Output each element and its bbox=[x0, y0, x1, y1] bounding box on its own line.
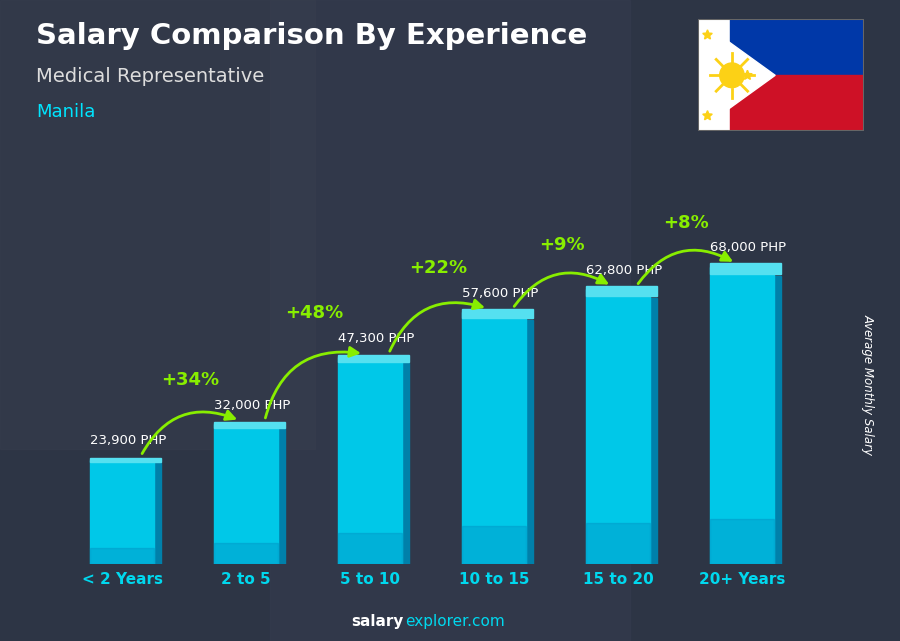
Bar bbox=[278, 428, 284, 564]
Bar bbox=[526, 320, 533, 564]
Text: +48%: +48% bbox=[285, 304, 344, 322]
Bar bbox=[214, 543, 278, 564]
Text: Manila: Manila bbox=[36, 103, 95, 121]
Bar bbox=[338, 354, 409, 362]
Bar bbox=[709, 519, 774, 564]
Text: +8%: +8% bbox=[663, 213, 709, 231]
Text: 47,300 PHP: 47,300 PHP bbox=[338, 332, 414, 345]
Bar bbox=[90, 460, 155, 564]
Circle shape bbox=[720, 63, 744, 88]
Bar bbox=[462, 309, 533, 319]
Text: salary: salary bbox=[351, 615, 403, 629]
Bar bbox=[0, 0, 315, 449]
Bar bbox=[90, 458, 161, 462]
Bar bbox=[586, 286, 657, 296]
Text: explorer.com: explorer.com bbox=[405, 615, 505, 629]
Polygon shape bbox=[742, 71, 752, 79]
Text: Medical Representative: Medical Representative bbox=[36, 67, 265, 87]
Bar bbox=[586, 523, 650, 564]
Text: Salary Comparison By Experience: Salary Comparison By Experience bbox=[36, 22, 587, 51]
Bar bbox=[402, 363, 409, 564]
Polygon shape bbox=[698, 19, 775, 131]
Bar bbox=[709, 263, 780, 274]
Text: +22%: +22% bbox=[410, 259, 467, 277]
Polygon shape bbox=[703, 30, 712, 39]
Text: +34%: +34% bbox=[161, 371, 220, 389]
Bar bbox=[462, 312, 526, 564]
Bar bbox=[650, 297, 657, 564]
Text: 32,000 PHP: 32,000 PHP bbox=[214, 399, 291, 412]
Bar bbox=[338, 357, 402, 564]
Bar bbox=[730, 75, 864, 131]
Bar bbox=[155, 463, 161, 564]
Bar bbox=[774, 276, 780, 564]
Bar bbox=[462, 526, 526, 564]
Text: +9%: +9% bbox=[539, 237, 585, 254]
Bar bbox=[214, 424, 278, 564]
Bar bbox=[709, 267, 774, 564]
Bar bbox=[90, 549, 155, 564]
Bar bbox=[214, 422, 284, 428]
Bar bbox=[338, 533, 402, 564]
Bar bbox=[586, 289, 650, 564]
Polygon shape bbox=[703, 111, 712, 120]
Bar bbox=[730, 19, 864, 75]
Text: 57,600 PHP: 57,600 PHP bbox=[462, 287, 538, 300]
Bar bbox=[270, 0, 630, 641]
Text: 62,800 PHP: 62,800 PHP bbox=[586, 264, 662, 277]
Text: Average Monthly Salary: Average Monthly Salary bbox=[862, 314, 875, 455]
Text: 68,000 PHP: 68,000 PHP bbox=[710, 242, 786, 254]
Text: 23,900 PHP: 23,900 PHP bbox=[90, 435, 166, 447]
